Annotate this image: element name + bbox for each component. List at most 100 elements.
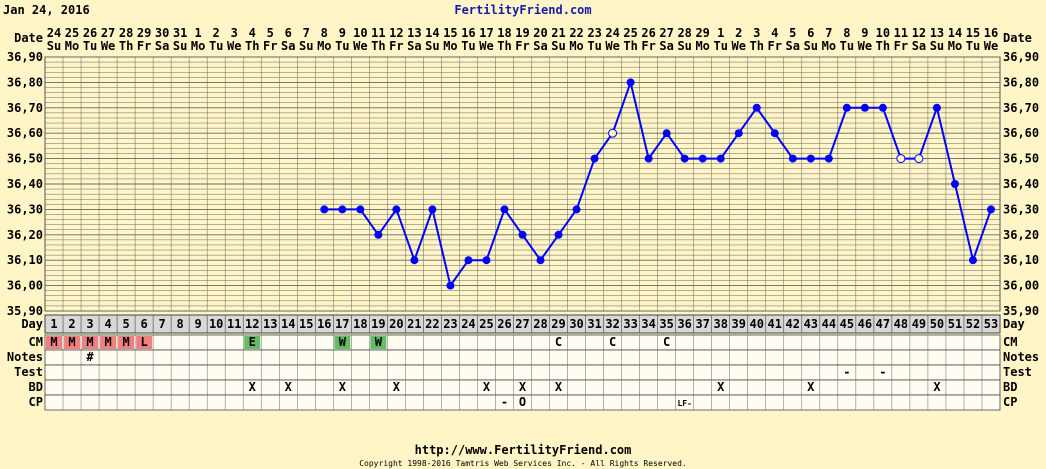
cm-cell-fill	[118, 336, 135, 349]
day-label: 36	[677, 317, 691, 331]
weekday-label: We	[479, 39, 493, 53]
day-label: 15	[299, 317, 313, 331]
weekday-label: Sa	[281, 39, 295, 53]
weekday-label: We	[731, 39, 745, 53]
weekday-label: Fr	[894, 39, 908, 53]
chart-rows	[44, 314, 1001, 411]
temperature-point	[680, 154, 689, 163]
temperature-series	[320, 78, 995, 290]
row-label-cp-right: CP	[1003, 395, 1017, 409]
weekday-label: Mo	[65, 39, 79, 53]
temperature-point-open	[896, 154, 906, 164]
weekday-label: We	[605, 39, 619, 53]
date-label: 6	[807, 26, 814, 40]
temperature-point	[518, 230, 527, 239]
y-tick-label-left: 36,50	[7, 152, 43, 166]
bd-mark: X	[483, 380, 491, 394]
temperature-point	[500, 205, 509, 214]
weekday-label: Fr	[768, 39, 782, 53]
temperature-point	[860, 103, 869, 112]
footer-url[interactable]: http://www.FertilityFriend.com	[415, 443, 632, 457]
bd-mark: X	[393, 380, 401, 394]
temperature-point	[734, 129, 743, 138]
date-label: 18	[497, 26, 511, 40]
bd-mark: X	[555, 380, 563, 394]
date-label: 11	[894, 26, 908, 40]
date-label: 25	[623, 26, 637, 40]
date-label: 26	[641, 26, 655, 40]
test-mark: -	[879, 365, 886, 379]
day-label: 18	[353, 317, 367, 331]
day-label: 11	[227, 317, 241, 331]
weekday-label: Sa	[786, 39, 800, 53]
date-label: 23	[587, 26, 601, 40]
row-label-test-right: Test	[1003, 365, 1032, 379]
date-label: 7	[825, 26, 832, 40]
day-label: 28	[533, 317, 547, 331]
weekday-label: Su	[47, 39, 61, 53]
date-label: 6	[285, 26, 292, 40]
day-label: 10	[209, 317, 223, 331]
day-label: 3	[86, 317, 93, 331]
test-mark: -	[843, 365, 850, 379]
row-label-cm: CM	[29, 335, 43, 349]
weekday-label: Sa	[533, 39, 547, 53]
day-label: 34	[641, 317, 655, 331]
temperature-point	[410, 256, 419, 265]
weekday-label: Th	[750, 39, 764, 53]
temperature-point	[626, 78, 635, 87]
weekday-label: Su	[677, 39, 691, 53]
date-label: 27	[659, 26, 673, 40]
date-label: 9	[339, 26, 346, 40]
cm-cell-fill	[136, 336, 153, 349]
temperature-point	[446, 281, 455, 290]
date-label: 7	[303, 26, 310, 40]
cm-cell-fill	[100, 336, 117, 349]
date-label: 17	[479, 26, 493, 40]
row-label-notes: Notes	[7, 350, 43, 364]
weekday-label: Tu	[966, 39, 980, 53]
temperature-point	[464, 256, 473, 265]
y-tick-label-right: 36,50	[1003, 152, 1039, 166]
y-tick-label-right: 36,40	[1003, 177, 1039, 191]
weekday-label: Th	[371, 39, 385, 53]
row-label-cp: CP	[29, 395, 43, 409]
weekday-label: Th	[245, 39, 259, 53]
weekday-label: Fr	[263, 39, 277, 53]
day-label: 46	[858, 317, 872, 331]
day-label: 38	[713, 317, 727, 331]
cm-mark: M	[86, 335, 93, 349]
temperature-point	[770, 129, 779, 138]
day-label: 41	[768, 317, 782, 331]
y-tick-label-right: 36,30	[1003, 202, 1039, 216]
temperature-point	[590, 154, 599, 163]
cm-mark: W	[375, 335, 383, 349]
date-label: 14	[948, 26, 962, 40]
date-label: 10	[876, 26, 890, 40]
y-tick-label-left: 36,00	[7, 279, 43, 293]
weekday-label: We	[858, 39, 872, 53]
chart-grid	[44, 56, 1001, 312]
row-label-test: Test	[14, 365, 43, 379]
weekday-label: Fr	[641, 39, 655, 53]
weekday-label: Sa	[155, 39, 169, 53]
weekday-label: Su	[551, 39, 565, 53]
day-label: 9	[195, 317, 202, 331]
day-label: 51	[948, 317, 962, 331]
row-cm	[44, 334, 1001, 351]
y-tick-label-right: 36,80	[1003, 75, 1039, 89]
row-label-date-right: Date	[1003, 31, 1032, 45]
chart-labels: 35,90 35,90 36,00 36,00 36,10 36,10 36,20 36,20…	[7, 26, 1039, 409]
day-label: 21	[407, 317, 421, 331]
weekday-label: Fr	[137, 39, 151, 53]
date-label: 5	[267, 26, 274, 40]
day-label: 50	[930, 317, 944, 331]
bd-mark: X	[339, 380, 347, 394]
date-label: 22	[569, 26, 583, 40]
day-label: 47	[876, 317, 890, 331]
date-label: 4	[771, 26, 778, 40]
day-label: 12	[245, 317, 259, 331]
date-label: 3	[753, 26, 760, 40]
site-link[interactable]: FertilityFriend.com	[454, 3, 591, 17]
weekday-label: Tu	[335, 39, 349, 53]
